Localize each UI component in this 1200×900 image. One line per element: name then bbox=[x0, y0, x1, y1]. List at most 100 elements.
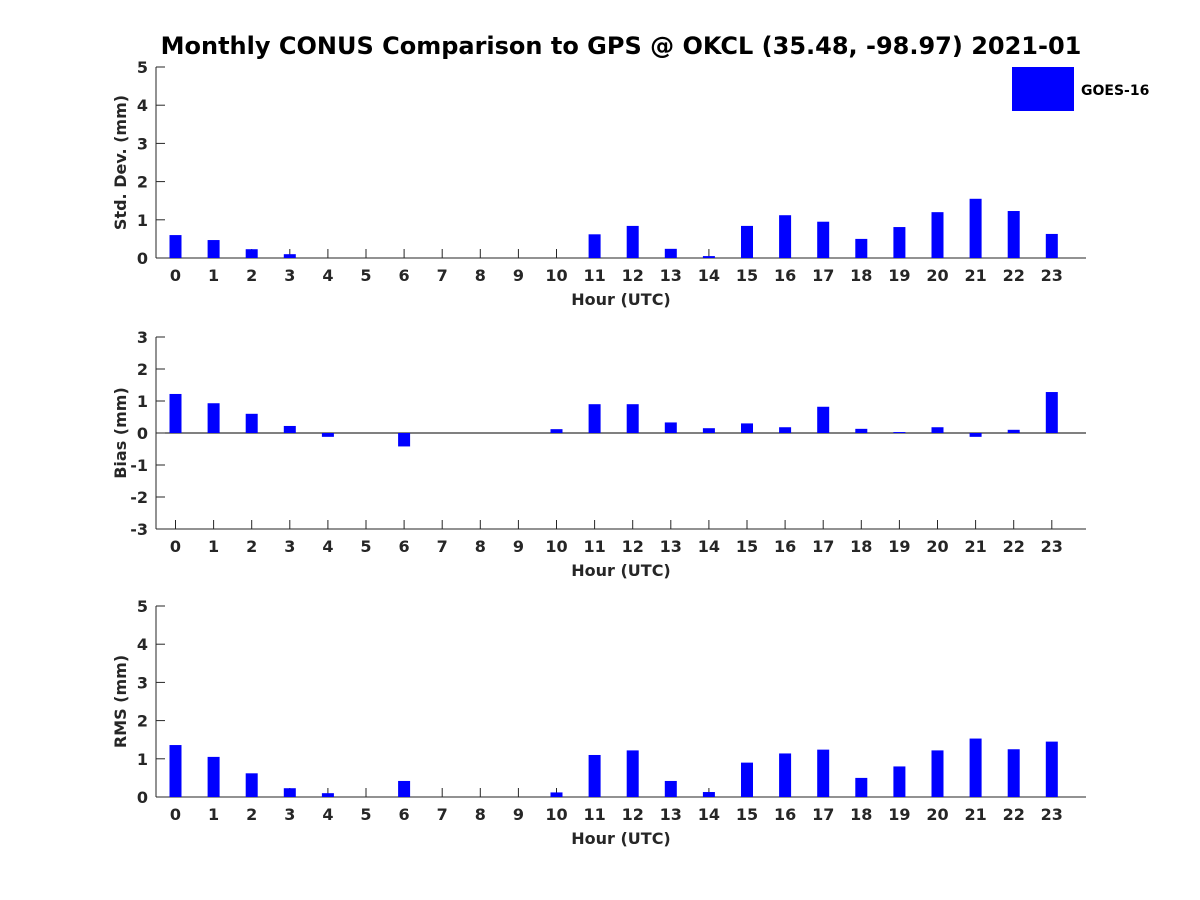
x-tick-label: 2 bbox=[246, 805, 257, 824]
x-tick-label: 23 bbox=[1041, 266, 1063, 285]
bar bbox=[321, 433, 334, 437]
x-tick-label: 3 bbox=[284, 805, 295, 824]
x-tick-label: 1 bbox=[208, 266, 219, 285]
x-tick-label: 7 bbox=[437, 537, 448, 556]
y-axis-label: Bias (mm) bbox=[111, 387, 130, 479]
x-tick-label: 18 bbox=[850, 805, 872, 824]
x-tick-label: 8 bbox=[475, 266, 486, 285]
y-tick-label: 4 bbox=[137, 635, 148, 654]
x-tick-label: 13 bbox=[660, 805, 682, 824]
bar bbox=[855, 777, 868, 797]
x-tick-label: 15 bbox=[736, 805, 758, 824]
bar bbox=[702, 428, 715, 433]
bar bbox=[817, 749, 830, 797]
bar bbox=[588, 234, 601, 258]
y-tick-label: 3 bbox=[137, 328, 148, 347]
bar bbox=[817, 406, 830, 433]
bar bbox=[626, 750, 639, 797]
x-tick-label: 6 bbox=[399, 266, 410, 285]
x-axis-label: Hour (UTC) bbox=[571, 561, 671, 580]
x-tick-label: 20 bbox=[926, 805, 948, 824]
y-tick-label: -2 bbox=[130, 488, 148, 507]
bar bbox=[245, 773, 258, 797]
x-tick-label: 10 bbox=[545, 537, 567, 556]
x-tick-label: 16 bbox=[774, 266, 796, 285]
x-tick-label: 6 bbox=[399, 537, 410, 556]
x-tick-label: 0 bbox=[170, 805, 181, 824]
x-tick-label: 19 bbox=[888, 537, 910, 556]
bar bbox=[741, 762, 753, 797]
y-tick-label: 1 bbox=[137, 211, 148, 230]
x-tick-label: 8 bbox=[475, 805, 486, 824]
x-tick-label: 9 bbox=[513, 537, 524, 556]
x-tick-label: 4 bbox=[322, 805, 333, 824]
x-tick-label: 5 bbox=[360, 537, 371, 556]
legend-swatch bbox=[1012, 67, 1074, 111]
x-tick-label: 19 bbox=[888, 266, 910, 285]
x-tick-label: 15 bbox=[736, 266, 758, 285]
x-tick-label: 12 bbox=[622, 266, 644, 285]
y-tick-label: 0 bbox=[137, 788, 148, 807]
x-tick-label: 16 bbox=[774, 537, 796, 556]
x-tick-label: 8 bbox=[475, 537, 486, 556]
x-tick-label: 9 bbox=[513, 805, 524, 824]
x-tick-label: 13 bbox=[660, 266, 682, 285]
x-tick-label: 14 bbox=[698, 805, 720, 824]
bar bbox=[969, 738, 982, 797]
chart-title: Monthly CONUS Comparison to GPS @ OKCL (… bbox=[161, 32, 1082, 60]
y-tick-label: 1 bbox=[137, 392, 148, 411]
bar bbox=[321, 793, 334, 797]
x-axis-label: Hour (UTC) bbox=[571, 290, 671, 309]
bar bbox=[550, 429, 563, 433]
bar bbox=[245, 413, 258, 433]
legend: GOES-16 bbox=[1012, 67, 1149, 111]
bar bbox=[931, 750, 944, 797]
y-tick-label: 2 bbox=[137, 173, 148, 192]
bar bbox=[893, 432, 906, 434]
bar bbox=[893, 766, 906, 797]
x-tick-label: 20 bbox=[926, 537, 948, 556]
bar bbox=[779, 753, 792, 797]
bar bbox=[741, 423, 753, 433]
bar bbox=[398, 433, 411, 447]
x-tick-label: 23 bbox=[1041, 537, 1063, 556]
x-tick-label: 7 bbox=[437, 805, 448, 824]
bar bbox=[931, 427, 944, 433]
x-tick-label: 3 bbox=[284, 537, 295, 556]
x-tick-label: 12 bbox=[622, 805, 644, 824]
bar bbox=[283, 425, 296, 433]
x-tick-label: 7 bbox=[437, 266, 448, 285]
bar bbox=[626, 225, 639, 258]
bar bbox=[664, 780, 677, 797]
x-tick-label: 12 bbox=[622, 537, 644, 556]
x-tick-label: 17 bbox=[812, 266, 834, 285]
y-tick-label: -1 bbox=[130, 456, 148, 475]
y-axis-label: RMS (mm) bbox=[111, 655, 130, 748]
bar bbox=[664, 422, 677, 433]
x-tick-label: 2 bbox=[246, 537, 257, 556]
bar bbox=[626, 404, 639, 433]
x-tick-label: 13 bbox=[660, 537, 682, 556]
x-tick-label: 21 bbox=[964, 266, 986, 285]
x-tick-label: 20 bbox=[926, 266, 948, 285]
y-tick-label: 0 bbox=[137, 424, 148, 443]
bar bbox=[283, 254, 296, 258]
x-tick-label: 5 bbox=[360, 266, 371, 285]
bar bbox=[1007, 211, 1020, 258]
bar bbox=[207, 403, 220, 433]
x-tick-label: 1 bbox=[208, 537, 219, 556]
bar bbox=[245, 249, 258, 258]
bar bbox=[969, 433, 982, 437]
x-tick-label: 22 bbox=[1003, 266, 1025, 285]
x-tick-label: 0 bbox=[170, 266, 181, 285]
x-tick-label: 0 bbox=[170, 537, 181, 556]
x-tick-label: 18 bbox=[850, 266, 872, 285]
bar bbox=[588, 754, 601, 797]
y-tick-label: 2 bbox=[137, 712, 148, 731]
bar bbox=[207, 756, 220, 797]
x-tick-label: 4 bbox=[322, 266, 333, 285]
x-tick-label: 22 bbox=[1003, 537, 1025, 556]
